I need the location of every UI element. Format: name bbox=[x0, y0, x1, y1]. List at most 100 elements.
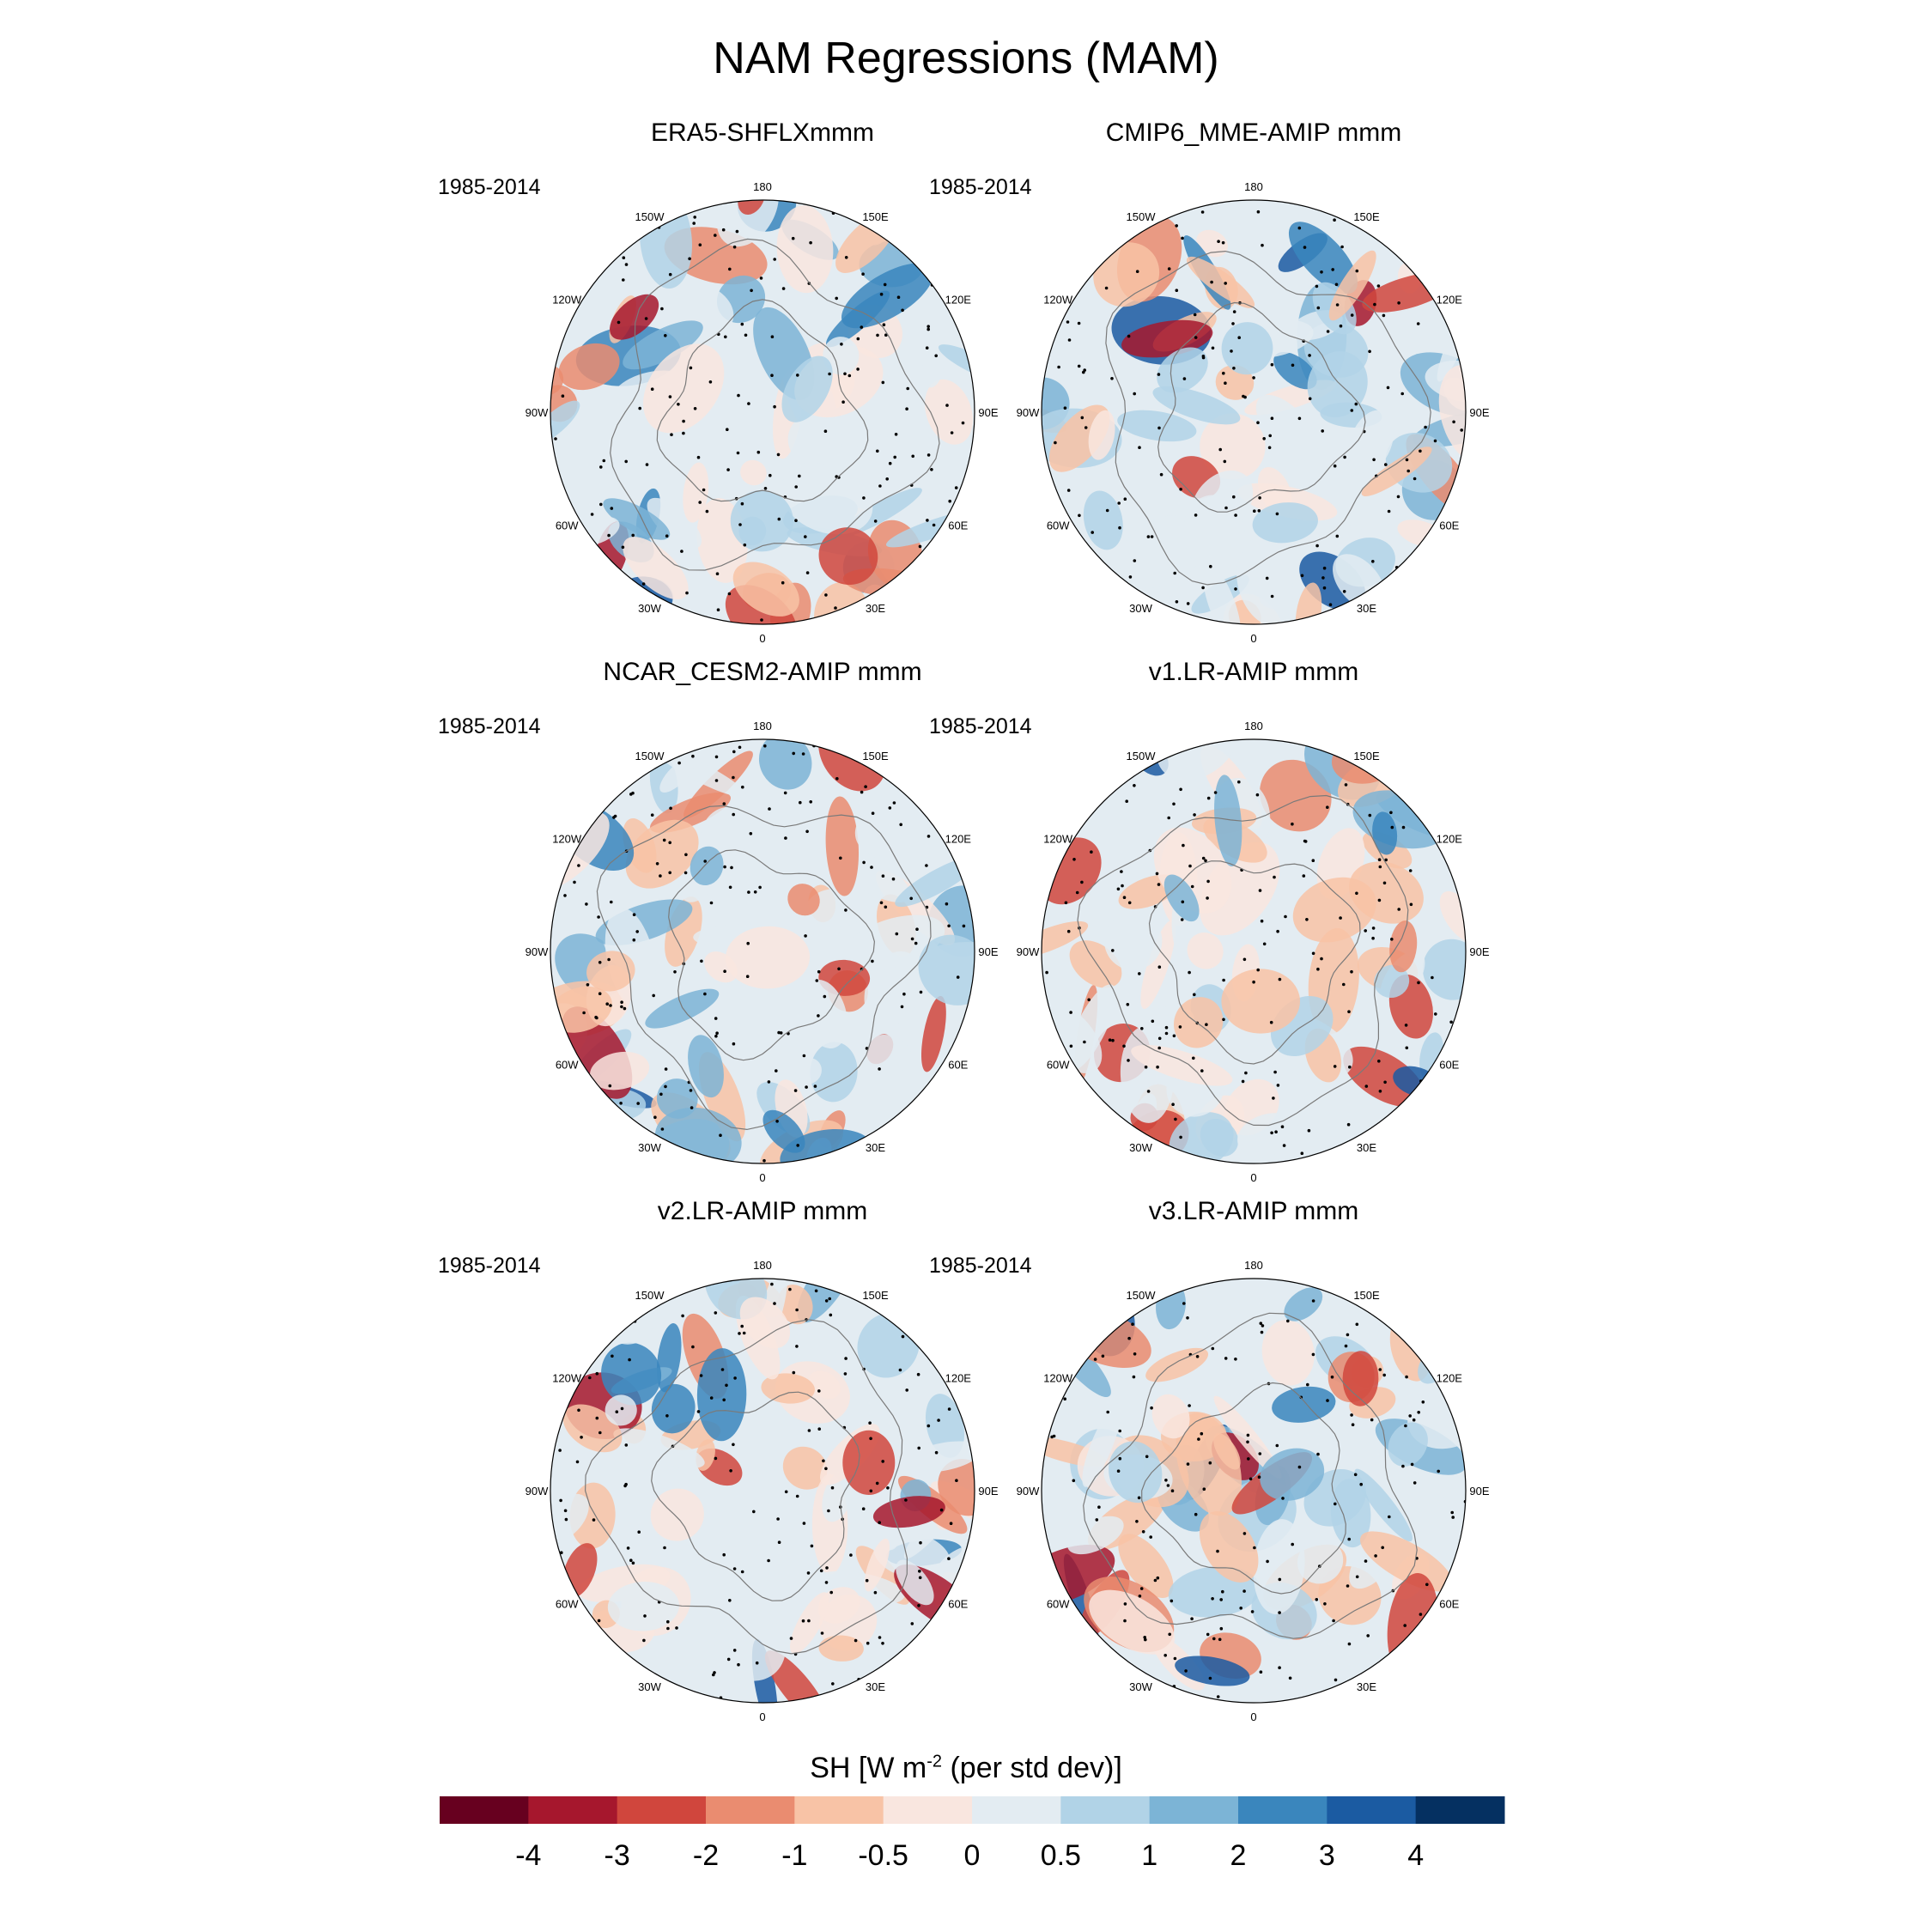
significance-dot bbox=[758, 885, 762, 890]
longitude-label: 0 bbox=[759, 1710, 765, 1723]
significance-dot bbox=[1276, 929, 1279, 933]
longitude-label: 90W bbox=[1017, 406, 1040, 419]
significance-dot bbox=[1188, 970, 1191, 975]
significance-dot bbox=[726, 428, 729, 432]
longitude-label: 60E bbox=[948, 1598, 968, 1611]
significance-dot bbox=[577, 1408, 580, 1413]
significance-dot bbox=[947, 1407, 951, 1411]
coastline bbox=[1148, 860, 1361, 1065]
longitude-label: 0 bbox=[759, 1171, 765, 1184]
significance-dot bbox=[1413, 1481, 1417, 1485]
significance-dot bbox=[1146, 535, 1151, 538]
significance-dot bbox=[1256, 421, 1260, 425]
significance-dot bbox=[849, 1553, 853, 1557]
significance-dot bbox=[945, 404, 949, 407]
field-region bbox=[1252, 502, 1318, 544]
significance-dot bbox=[805, 571, 810, 574]
significance-dot bbox=[934, 354, 938, 358]
field-region bbox=[605, 1394, 637, 1426]
significance-dot bbox=[773, 404, 776, 409]
significance-dot bbox=[680, 550, 683, 553]
significance-dot bbox=[728, 885, 732, 890]
longitude-label: 90W bbox=[526, 406, 549, 419]
significance-dot bbox=[830, 1485, 835, 1490]
significance-dot bbox=[795, 1345, 799, 1348]
significance-dot bbox=[624, 1482, 628, 1486]
significance-dot bbox=[1241, 1079, 1245, 1084]
field-region bbox=[795, 1058, 822, 1084]
significance-dot bbox=[868, 1421, 872, 1425]
significance-dot bbox=[1206, 1632, 1210, 1637]
significance-dot bbox=[1311, 1299, 1315, 1303]
significance-dot bbox=[773, 1302, 776, 1305]
significance-dot bbox=[1110, 377, 1114, 380]
significance-dot bbox=[1373, 302, 1376, 307]
significance-dot bbox=[815, 979, 819, 982]
significance-dot bbox=[905, 1388, 908, 1392]
colorbar-swatch bbox=[617, 1796, 707, 1824]
field-region bbox=[732, 562, 799, 617]
significance-dot bbox=[1291, 822, 1294, 826]
significance-dot bbox=[1269, 1020, 1273, 1024]
significance-dot bbox=[769, 473, 772, 477]
significance-dot bbox=[1120, 870, 1123, 873]
significance-dot bbox=[1408, 869, 1413, 872]
field-region bbox=[1109, 1441, 1163, 1504]
significance-dot bbox=[744, 333, 748, 337]
significance-dot bbox=[1330, 1375, 1334, 1379]
significance-dot bbox=[558, 1449, 562, 1452]
significance-dot bbox=[1419, 1613, 1423, 1616]
field-region bbox=[805, 888, 866, 927]
significance-dot bbox=[783, 791, 787, 795]
polar-map: 180 150E 120E 90E 60E 30E 0 30W 60W 90W 120W 150W bbox=[526, 720, 999, 1184]
significance-dot bbox=[1201, 856, 1206, 860]
field-region bbox=[1187, 933, 1224, 969]
significance-dot bbox=[1242, 1532, 1247, 1535]
significance-dot bbox=[1405, 1375, 1408, 1379]
significance-dot bbox=[1224, 381, 1227, 385]
significance-dot bbox=[781, 287, 786, 290]
significance-dot bbox=[624, 263, 629, 266]
significance-dot bbox=[1234, 1358, 1237, 1361]
significance-dot bbox=[1364, 1559, 1368, 1563]
field-region bbox=[1349, 861, 1424, 924]
longitude-label: 90W bbox=[526, 1485, 549, 1498]
significance-dot bbox=[1255, 793, 1260, 797]
significance-dot bbox=[1133, 392, 1136, 396]
significance-dot bbox=[1307, 1128, 1311, 1133]
significance-dot bbox=[1072, 858, 1076, 861]
significance-dot bbox=[884, 905, 888, 909]
significance-dot bbox=[805, 1085, 808, 1089]
colorbar-swatch bbox=[1060, 1796, 1151, 1824]
significance-dot bbox=[1190, 884, 1194, 889]
significance-dot bbox=[588, 1376, 592, 1380]
significance-dot bbox=[691, 1345, 695, 1349]
significance-dot bbox=[675, 1626, 678, 1630]
significance-dot bbox=[1408, 1414, 1412, 1418]
significance-dot bbox=[829, 1590, 833, 1595]
colorbar-swatch bbox=[1238, 1796, 1327, 1824]
longitude-label: 30E bbox=[866, 1141, 885, 1154]
field-region bbox=[787, 884, 820, 916]
significance-dot bbox=[1157, 1046, 1161, 1050]
significance-dot bbox=[848, 374, 852, 378]
significance-dot bbox=[1186, 602, 1190, 605]
colorbar-swatch bbox=[794, 1796, 884, 1824]
field-region bbox=[623, 320, 703, 370]
significance-dot bbox=[742, 1331, 746, 1335]
field-region bbox=[1151, 1394, 1190, 1439]
significance-dot bbox=[835, 296, 838, 301]
significance-dot bbox=[822, 1459, 825, 1463]
coastline bbox=[656, 299, 869, 502]
field-region bbox=[1388, 1422, 1428, 1467]
field-region bbox=[841, 263, 934, 329]
colorbar-title-suffix: (per std dev)] bbox=[942, 1752, 1122, 1784]
significance-dot bbox=[1333, 1065, 1337, 1068]
significance-dot bbox=[794, 519, 798, 522]
significance-dot bbox=[1303, 246, 1307, 249]
significance-dot bbox=[860, 790, 864, 794]
panel-period: 1985-2014 bbox=[438, 1254, 541, 1278]
significance-dot bbox=[559, 1498, 562, 1503]
significance-dot bbox=[1368, 349, 1371, 354]
significance-dot bbox=[1262, 437, 1266, 440]
